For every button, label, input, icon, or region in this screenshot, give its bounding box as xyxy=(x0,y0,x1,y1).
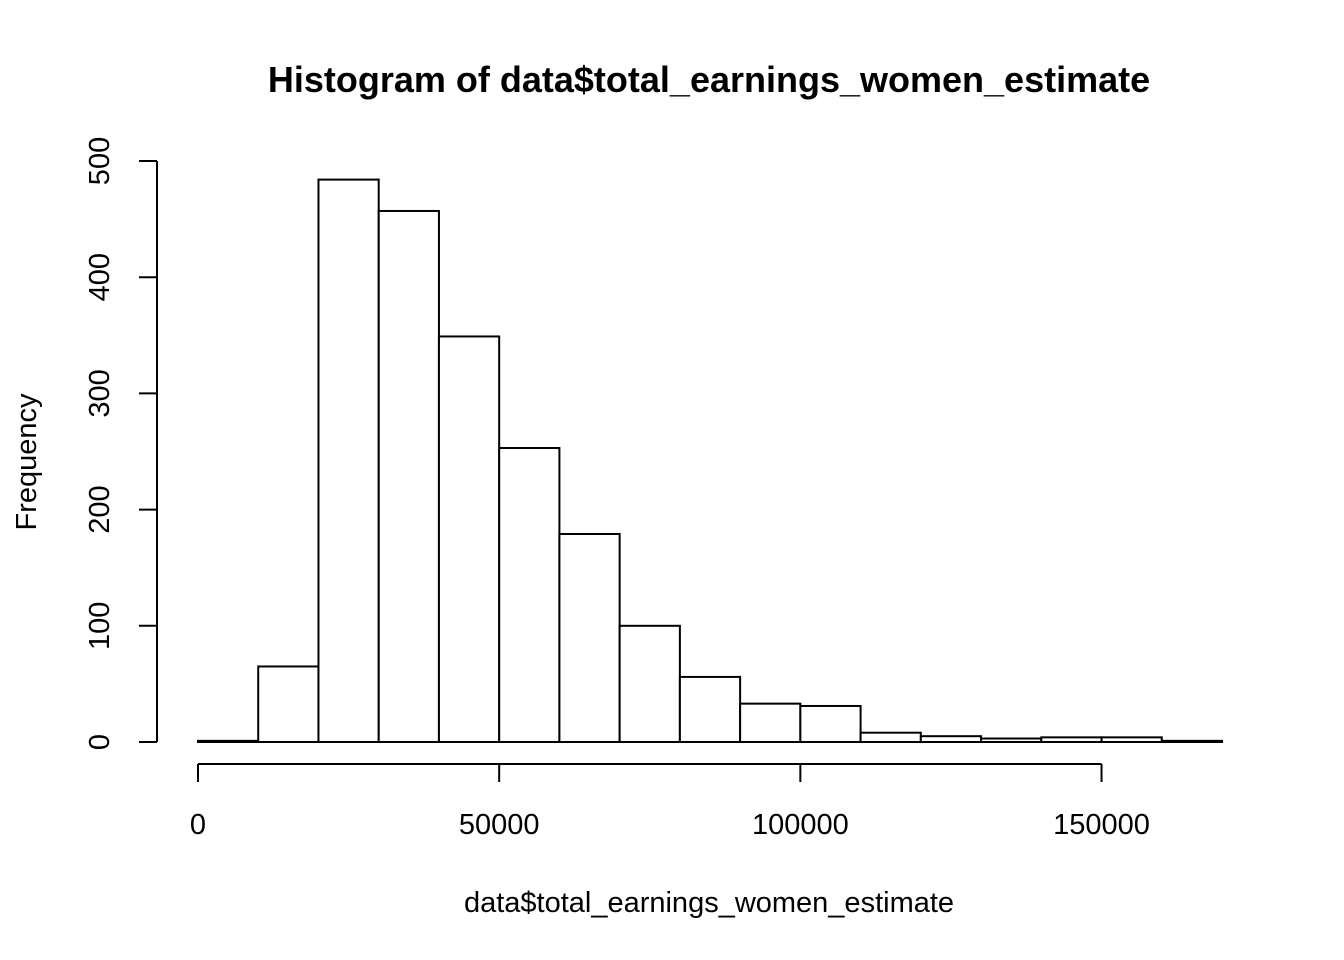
histogram-bar xyxy=(1160,739,1223,744)
histogram-bar xyxy=(437,335,501,743)
x-tick-label: 50000 xyxy=(459,809,540,841)
y-tick-label: 300 xyxy=(84,369,116,417)
histogram-bar xyxy=(377,209,440,743)
histogram-bar xyxy=(498,447,561,743)
histogram-bar xyxy=(859,731,922,743)
x-axis: 0 50000 100000 150000 xyxy=(190,763,1150,841)
histogram-bar xyxy=(558,533,621,744)
x-tick-label: 150000 xyxy=(1053,809,1150,841)
y-axis: 0 100 200 300 400 500 xyxy=(84,137,158,750)
histogram-bar xyxy=(1100,736,1163,743)
histogram-bar xyxy=(799,704,862,744)
histogram-bar xyxy=(317,178,380,744)
histogram-bar xyxy=(618,624,681,743)
histogram-bar xyxy=(678,675,742,743)
histogram-bar xyxy=(1040,736,1103,743)
histogram-bar xyxy=(739,702,802,743)
x-tick-label: 100000 xyxy=(752,809,849,841)
chart-title: Histogram of data$total_earnings_women_e… xyxy=(268,59,1150,100)
y-tick-label: 0 xyxy=(84,734,116,750)
y-axis-label: Frequency xyxy=(11,393,43,531)
y-tick-label: 500 xyxy=(84,137,116,185)
histogram-bar xyxy=(257,665,320,743)
bars-group xyxy=(197,178,1223,744)
y-tick-label: 100 xyxy=(84,602,116,650)
y-tick-label: 400 xyxy=(84,253,116,301)
y-tick-label: 200 xyxy=(84,485,116,533)
histogram-bar xyxy=(197,739,260,744)
x-tick-label: 0 xyxy=(190,809,206,841)
x-axis-label: data$total_earnings_women_estimate xyxy=(464,887,954,919)
histogram-bar xyxy=(980,737,1043,743)
histogram-bar xyxy=(919,735,983,744)
